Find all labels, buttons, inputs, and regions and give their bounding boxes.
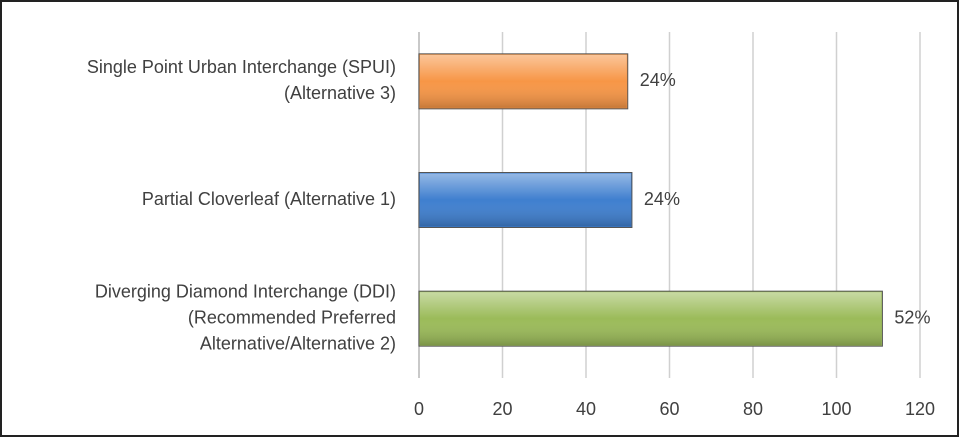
y-tick-label: (Recommended Preferred: [188, 307, 396, 327]
bar-shade: [420, 173, 631, 227]
x-tick-label: 0: [414, 399, 424, 419]
x-tick-label: 120: [905, 399, 935, 419]
y-tick-label: Alternative/Alternative 2): [200, 333, 396, 353]
value-label: 24%: [640, 70, 676, 90]
x-tick-label: 100: [821, 399, 851, 419]
bar-shade: [420, 54, 627, 108]
x-tick-label: 60: [659, 399, 679, 419]
x-tick-label: 80: [743, 399, 763, 419]
x-tick-label: 20: [492, 399, 512, 419]
y-tick-label: Diverging Diamond Interchange (DDI): [95, 281, 396, 301]
value-label: 24%: [644, 189, 680, 209]
value-label: 52%: [894, 307, 930, 327]
y-tick-label: Single Point Urban Interchange (SPUI): [87, 57, 396, 77]
bar-shade: [420, 292, 882, 346]
x-tick-label: 40: [576, 399, 596, 419]
y-tick-label: (Alternative 3): [284, 83, 396, 103]
y-tick-label: Partial Cloverleaf (Alternative 1): [142, 189, 396, 209]
